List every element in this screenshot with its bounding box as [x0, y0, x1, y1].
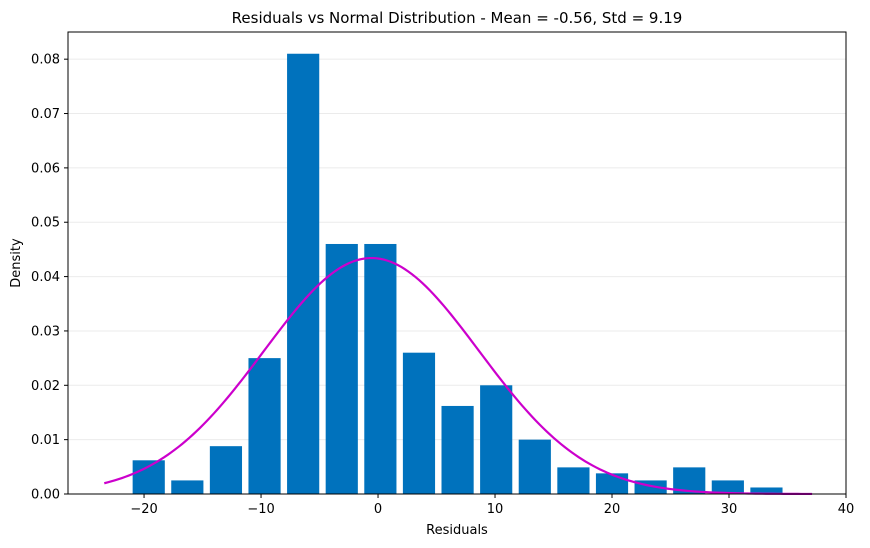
- x-axis-label: Residuals: [426, 523, 488, 538]
- plot-frame: [67, 31, 847, 495]
- y-tick-label-3: 0.03: [31, 324, 60, 339]
- x-tick-label-5: 30: [721, 502, 738, 517]
- x-tick-label-1: −10: [247, 502, 274, 517]
- histogram-bar-15: [711, 480, 744, 494]
- histogram-bar-9: [480, 385, 513, 494]
- histogram-bar-4: [287, 53, 320, 494]
- y-axis-label: Density: [9, 238, 24, 288]
- y-tick-label-1: 0.01: [31, 433, 60, 448]
- x-tick-label-4: 20: [604, 502, 621, 517]
- chart-title: Residuals vs Normal Distribution - Mean …: [232, 9, 683, 27]
- histogram-bars: [132, 53, 783, 494]
- x-tick-label-6: 40: [838, 502, 855, 517]
- y-tick-label-8: 0.08: [31, 53, 60, 68]
- y-tick-label-6: 0.06: [31, 161, 60, 176]
- normal-distribution-curve: [103, 256, 813, 496]
- histogram-bar-5: [325, 243, 358, 494]
- histogram-bar-7: [402, 352, 436, 494]
- histogram-bar-16: [750, 487, 783, 494]
- histogram-bar-2: [209, 446, 243, 494]
- x-tick-label-0: −20: [130, 502, 157, 517]
- histogram-bar-12: [595, 473, 629, 494]
- y-axis-ticks: 0.00 0.01 0.02 0.03 0.04 0.05 0.06 0.07 0.08: [31, 53, 68, 503]
- y-tick-label-2: 0.02: [31, 379, 60, 394]
- histogram-bar-10: [518, 439, 551, 494]
- normal-curve-layer: [103, 256, 813, 496]
- y-tick-label-5: 0.05: [31, 216, 60, 231]
- y-tick-label-0: 0.00: [31, 488, 60, 503]
- histogram-bar-3: [248, 358, 281, 494]
- grid-layer: [68, 58, 846, 441]
- histogram-bar-8: [441, 405, 474, 494]
- x-axis-ticks: −20 −10 0 10 20 30 40: [130, 494, 854, 517]
- histogram-bar-1: [171, 480, 204, 494]
- x-tick-label-3: 10: [487, 502, 504, 517]
- y-tick-label-4: 0.04: [31, 270, 60, 285]
- histogram-bar-11: [557, 467, 590, 494]
- histogram-bar-6: [364, 243, 397, 494]
- x-tick-label-2: 0: [374, 502, 382, 517]
- y-tick-label-7: 0.07: [31, 107, 60, 122]
